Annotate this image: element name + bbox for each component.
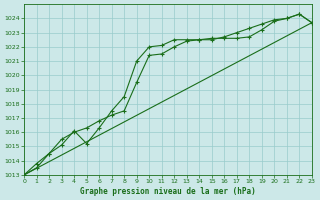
X-axis label: Graphe pression niveau de la mer (hPa): Graphe pression niveau de la mer (hPa) — [80, 187, 256, 196]
